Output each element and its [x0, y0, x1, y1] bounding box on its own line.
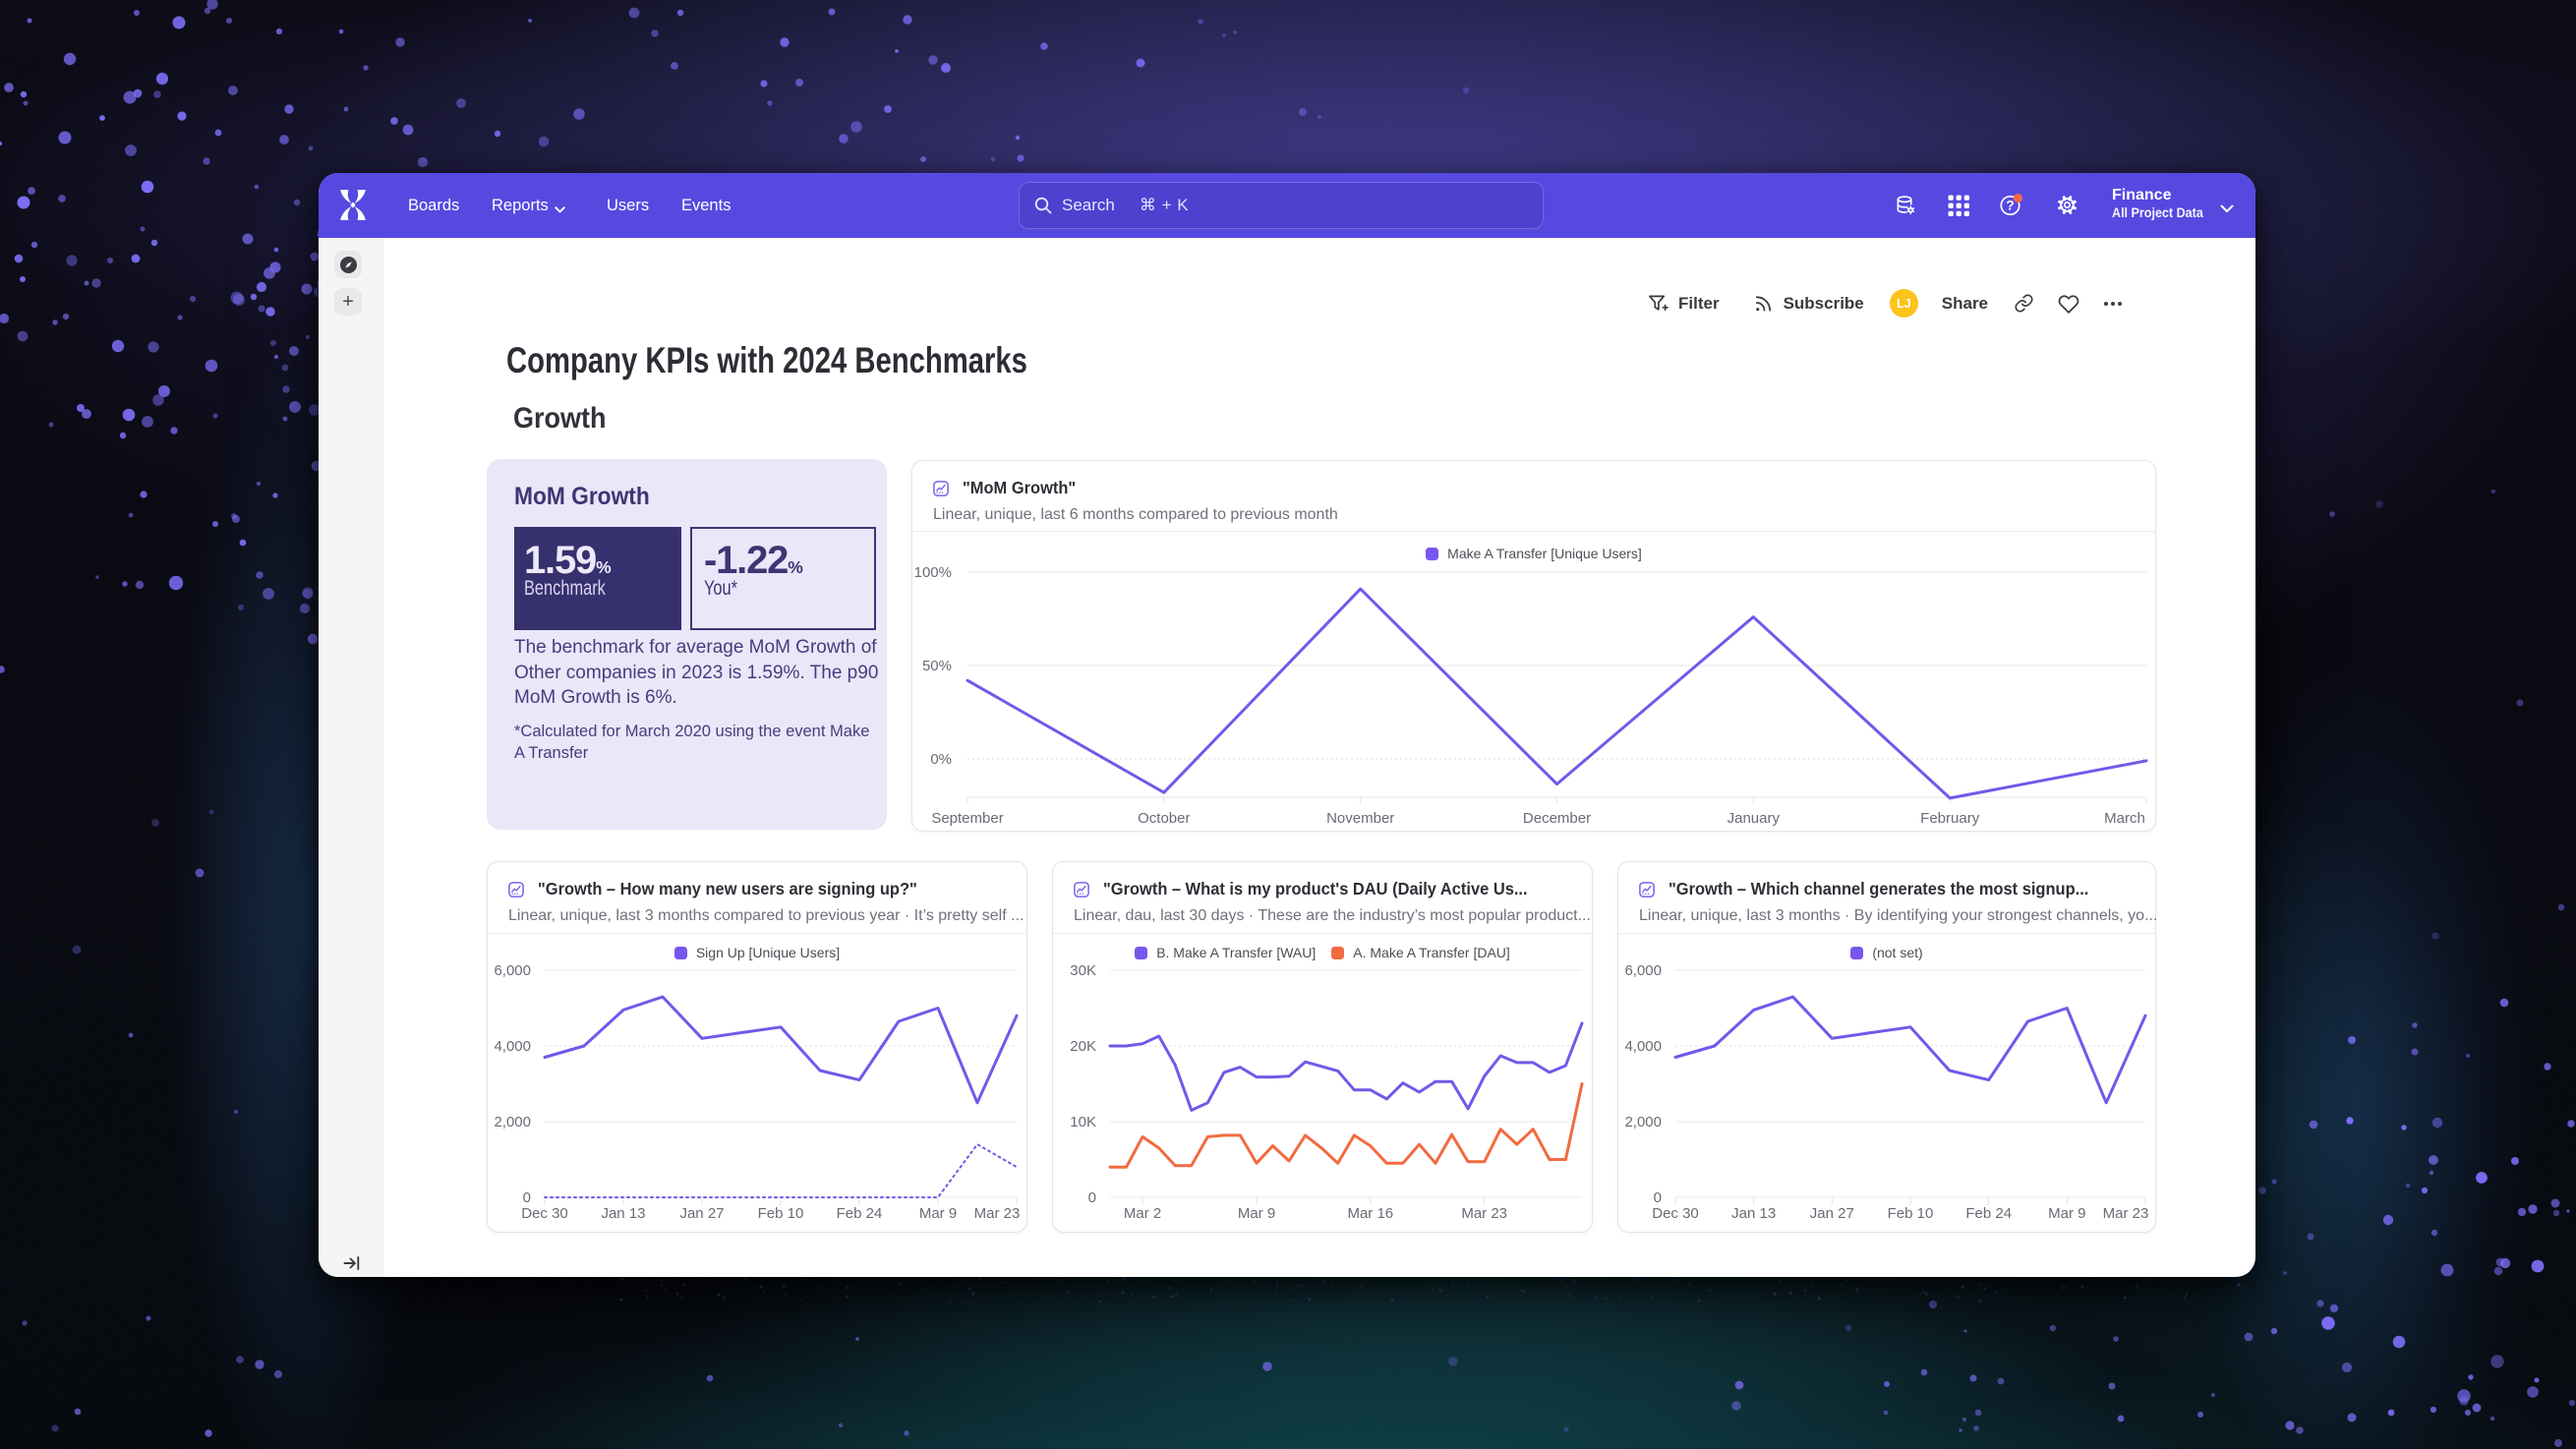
- svg-text:100%: 100%: [914, 564, 952, 581]
- svg-text:50%: 50%: [922, 658, 952, 674]
- svg-text:Jan 27: Jan 27: [1810, 1205, 1854, 1222]
- svg-text:Mar 23: Mar 23: [1461, 1205, 1507, 1222]
- svg-text:6,000: 6,000: [494, 962, 531, 979]
- svg-text:January: January: [1727, 810, 1781, 827]
- svg-text:0: 0: [1088, 1189, 1096, 1206]
- svg-text:Mar 9: Mar 9: [919, 1205, 957, 1222]
- svg-text:0%: 0%: [930, 751, 952, 768]
- svg-text:Dec 30: Dec 30: [521, 1205, 568, 1222]
- svg-text:September: September: [931, 810, 1003, 827]
- svg-text:Jan 13: Jan 13: [1731, 1205, 1776, 1222]
- svg-text:Mar 23: Mar 23: [974, 1205, 1021, 1222]
- svg-text:March: March: [2104, 810, 2145, 827]
- svg-text:0: 0: [523, 1189, 531, 1206]
- svg-text:?: ?: [2006, 197, 2015, 212]
- svg-text:February: February: [1920, 810, 1980, 827]
- svg-text:20K: 20K: [1070, 1038, 1096, 1055]
- svg-text:Feb 10: Feb 10: [1888, 1205, 1934, 1222]
- svg-text:December: December: [1523, 810, 1591, 827]
- svg-text:30K: 30K: [1070, 962, 1096, 979]
- svg-text:November: November: [1326, 810, 1394, 827]
- svg-text:0: 0: [1654, 1189, 1662, 1206]
- svg-text:Mar 23: Mar 23: [2103, 1205, 2149, 1222]
- svg-text:Mar 9: Mar 9: [1238, 1205, 1275, 1222]
- svg-text:Dec 30: Dec 30: [1652, 1205, 1699, 1222]
- svg-text:Feb 24: Feb 24: [837, 1205, 883, 1222]
- svg-text:Mar 9: Mar 9: [2048, 1205, 2085, 1222]
- svg-text:4,000: 4,000: [1624, 1038, 1662, 1055]
- svg-text:October: October: [1138, 810, 1190, 827]
- svg-text:Jan 13: Jan 13: [601, 1205, 645, 1222]
- svg-text:Feb 10: Feb 10: [758, 1205, 804, 1222]
- svg-text:2,000: 2,000: [1624, 1114, 1662, 1130]
- svg-text:Jan 27: Jan 27: [679, 1205, 724, 1222]
- svg-text:Mar 16: Mar 16: [1347, 1205, 1393, 1222]
- svg-text:Mar 2: Mar 2: [1124, 1205, 1161, 1222]
- svg-text:4,000: 4,000: [494, 1038, 531, 1055]
- svg-text:10K: 10K: [1070, 1114, 1096, 1130]
- svg-text:Feb 24: Feb 24: [1965, 1205, 2012, 1222]
- svg-text:6,000: 6,000: [1624, 962, 1662, 979]
- svg-text:2,000: 2,000: [494, 1114, 531, 1130]
